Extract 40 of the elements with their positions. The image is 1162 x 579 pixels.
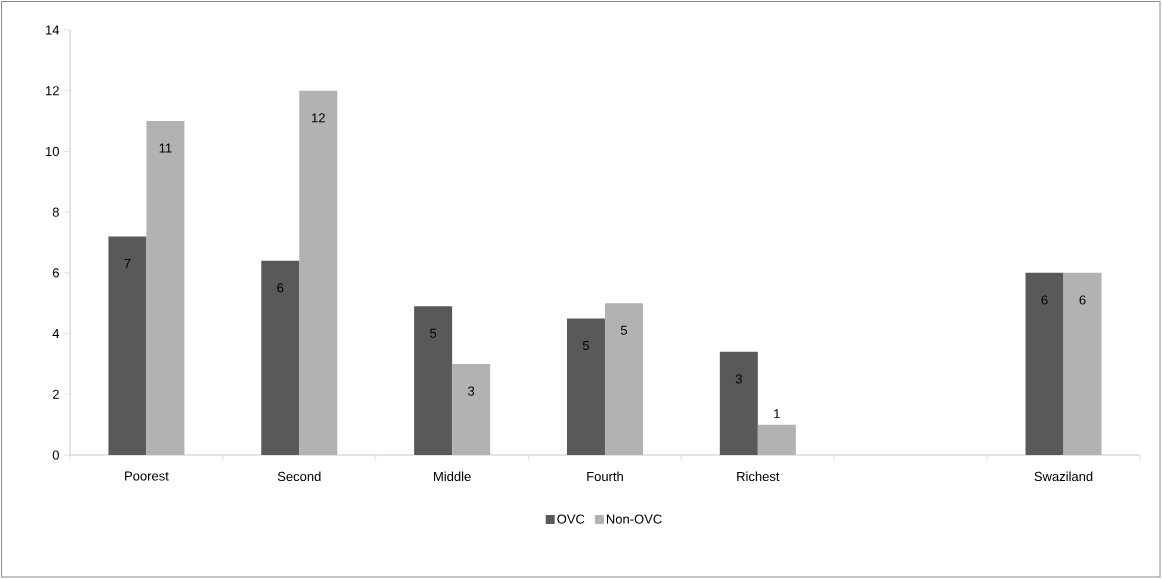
data-label: 3 (735, 374, 742, 384)
bar (566, 318, 605, 455)
x-tick-label: Middle (434, 471, 471, 482)
bar (719, 351, 758, 455)
bar (299, 90, 338, 455)
bar (261, 260, 300, 455)
x-tick-label: Swaziland (1034, 471, 1093, 482)
y-tick-label: 14 (46, 25, 60, 35)
y-tick-label: 6 (52, 268, 59, 278)
x-tick-label: Fourth (587, 471, 623, 482)
bar (604, 303, 643, 455)
bar (757, 424, 796, 455)
data-label: 6 (277, 283, 284, 293)
y-tick-label: 0 (52, 450, 59, 460)
bar (108, 236, 147, 455)
data-label: 5 (582, 340, 590, 350)
y-tick-label: 12 (46, 86, 59, 96)
legend-label: OVC (557, 514, 585, 524)
data-label: 3 (468, 386, 475, 396)
bar (452, 363, 491, 455)
bar (146, 121, 185, 455)
bar (414, 306, 453, 455)
data-label: 6 (1079, 295, 1086, 305)
y-tick-label: 10 (46, 146, 59, 157)
data-label: 12 (312, 113, 325, 123)
y-tick-label: 4 (52, 329, 60, 339)
data-label: 7 (124, 258, 131, 268)
x-tick-label: Second (277, 471, 321, 482)
y-tick-label: 8 (52, 207, 59, 217)
bar (1025, 272, 1064, 455)
data-label: 6 (1041, 295, 1048, 305)
bar (1063, 272, 1102, 455)
x-tick-label: Poorest (125, 471, 169, 481)
x-tick-label: Richest (737, 471, 780, 482)
data-label: 5 (620, 325, 628, 335)
legend-label: Non-OVC (606, 514, 662, 524)
data-label: 1 (774, 409, 780, 419)
y-tick-label: 2 (52, 389, 59, 399)
data-label: 11 (159, 143, 172, 153)
data-label: 5 (430, 328, 437, 338)
